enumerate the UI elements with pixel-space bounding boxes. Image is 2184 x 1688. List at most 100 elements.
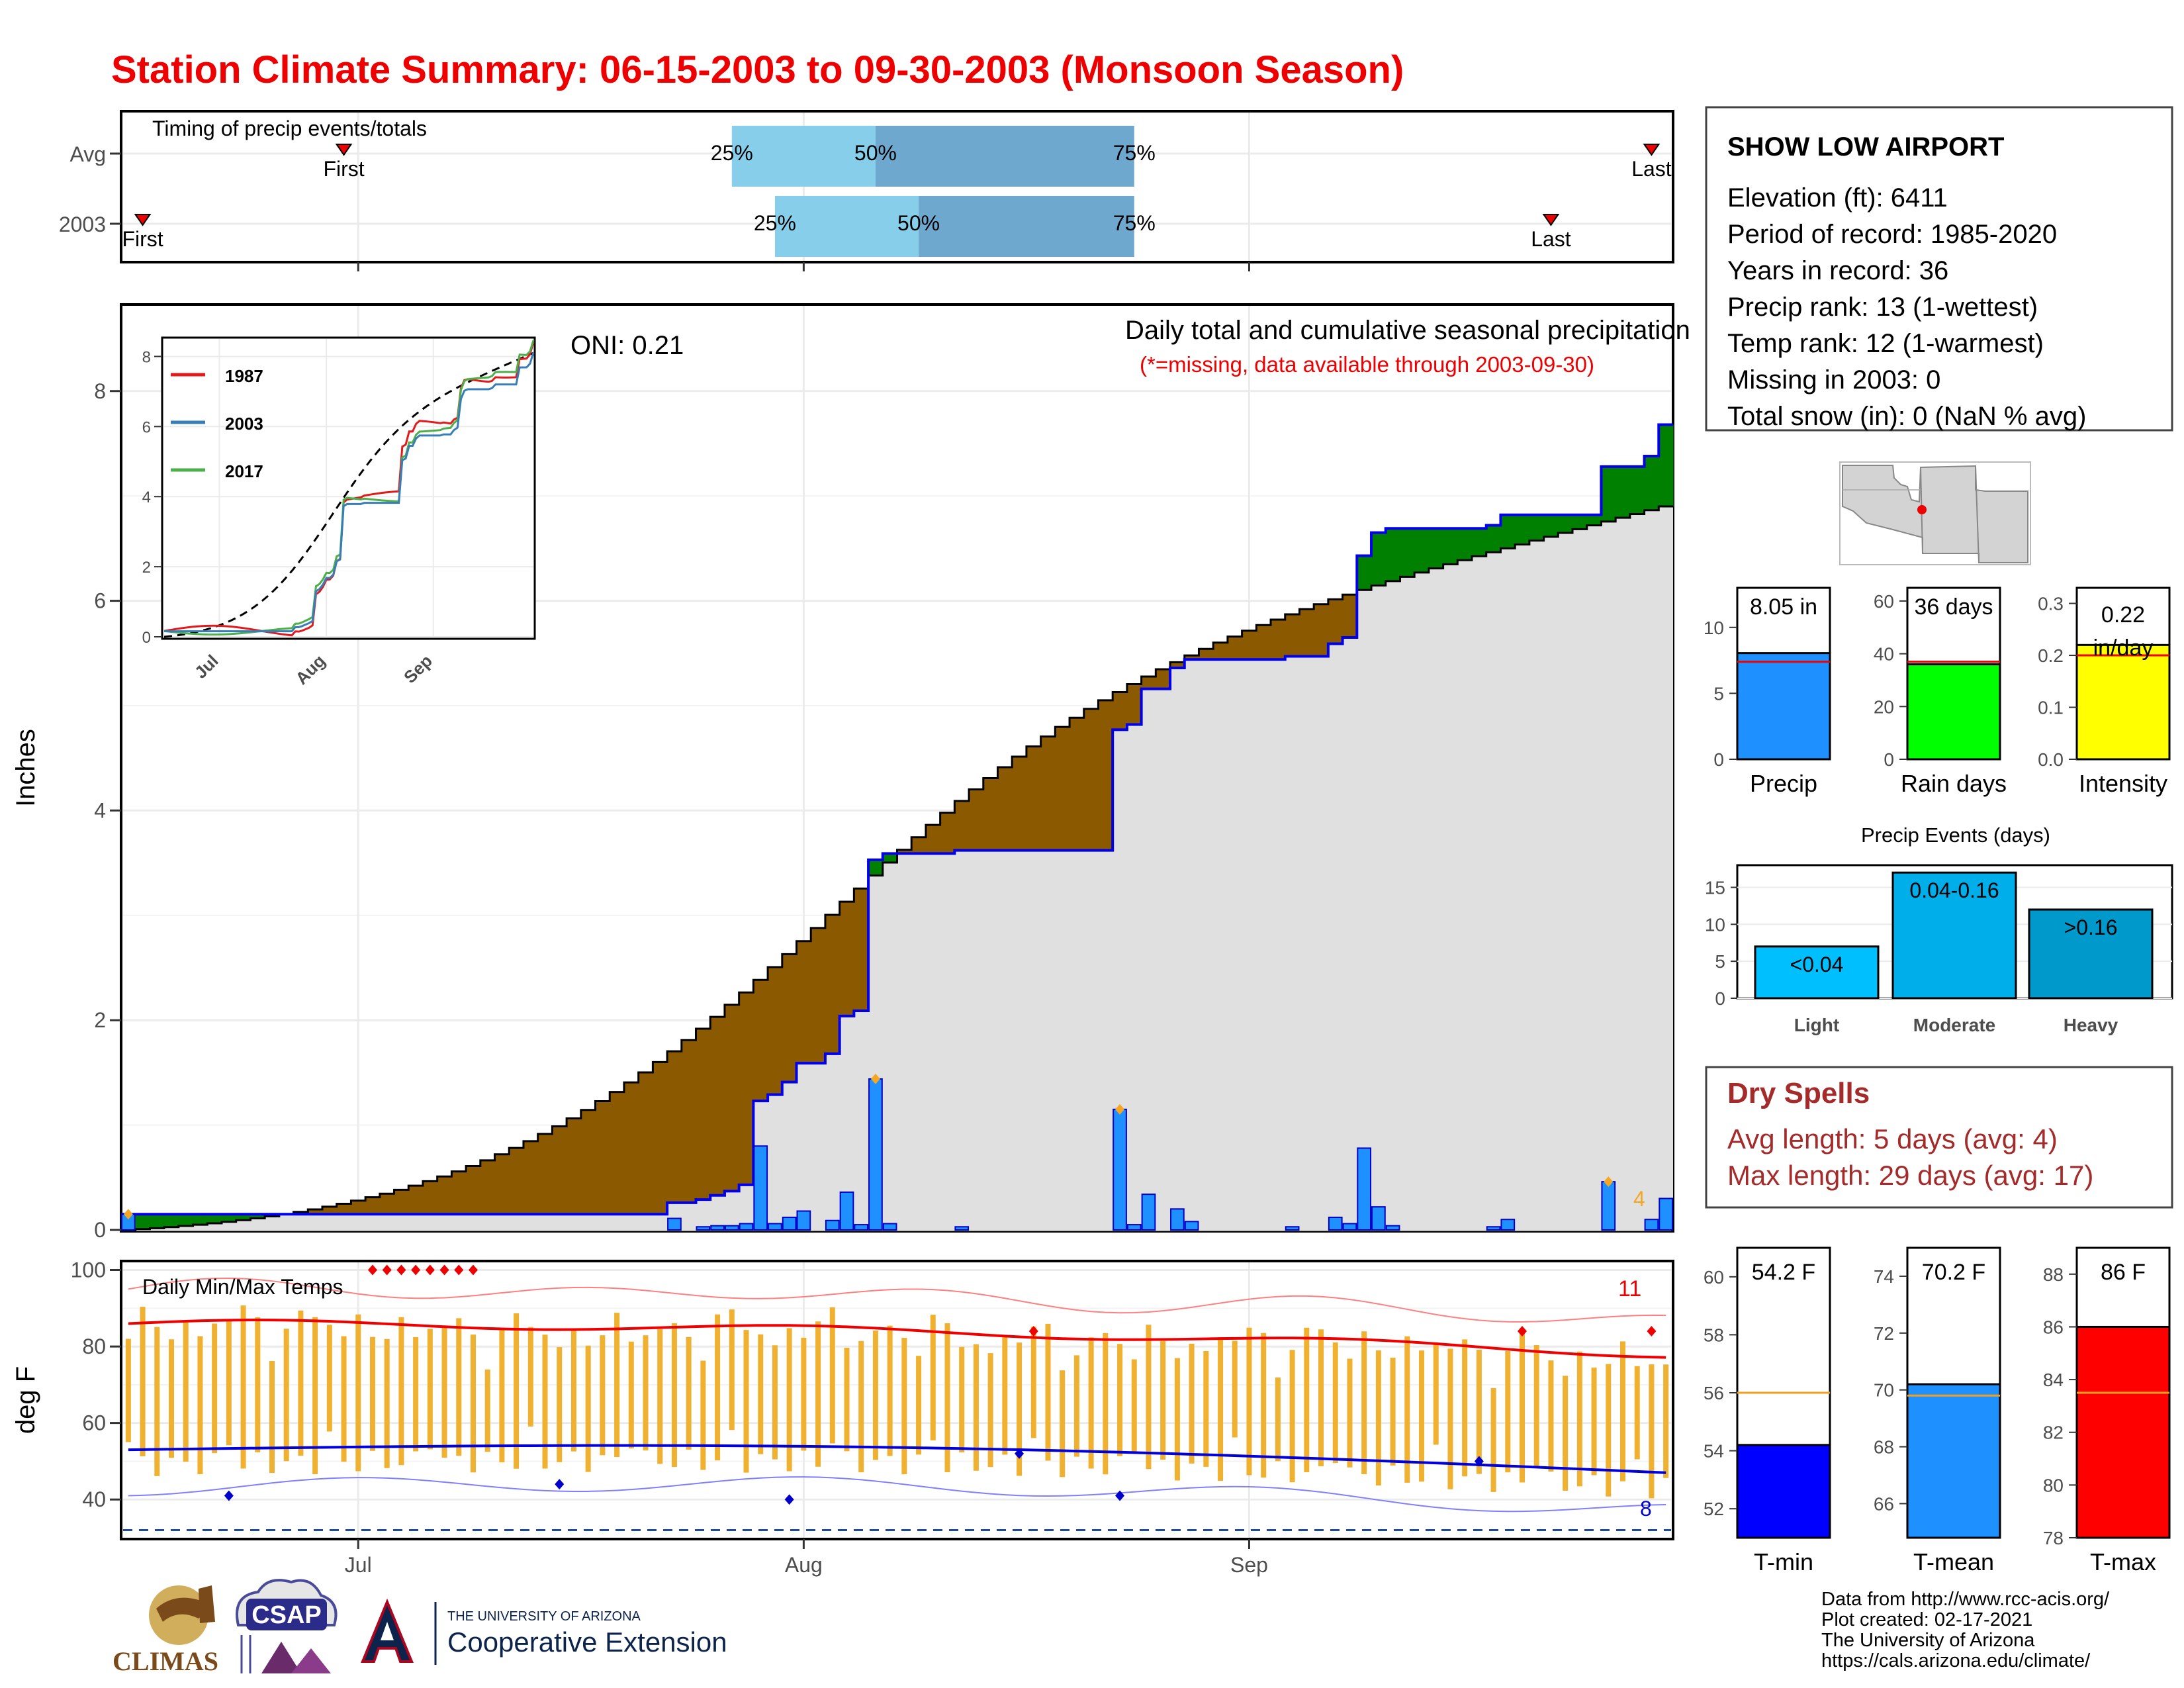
precip-panel: 0 2 4 6 8 Daily total and cumulative seasona…: [11, 303, 1690, 1242]
temp-summary-value-label: 86 F: [2101, 1260, 2146, 1285]
deficit-area: [394, 1190, 409, 1215]
surplus-area: [1400, 528, 1415, 577]
daily-precip-bar: [768, 1223, 782, 1231]
avg-min-temp-line: [128, 1444, 1666, 1474]
deficit-area: [681, 1040, 697, 1203]
daily-precip-bar: [954, 1226, 970, 1231]
inset-series-2003: [164, 352, 535, 633]
events-bar-label: 0.04-0.16: [1909, 878, 1999, 902]
record-precip-marker: [123, 1209, 133, 1220]
month-label: Jul: [345, 1553, 372, 1577]
deficit-area: [854, 888, 869, 1011]
timing-avg-first-marker: [335, 144, 353, 156]
timing-2003-first-marker: [134, 214, 152, 226]
daily-precip-bar: [753, 1145, 768, 1231]
surplus-area: [1644, 456, 1659, 510]
record-low-marker: [1115, 1490, 1125, 1501]
legend-label-1987: 1987: [225, 366, 263, 386]
temp-y-axis-label: deg F: [11, 1366, 40, 1434]
deficit-area: [1242, 630, 1257, 660]
timing-panel: 25% 50% 75% First Last 25% 50% 75% First Last Tim…: [59, 110, 1674, 271]
inset-ytick-label: 2: [142, 559, 151, 577]
climas-logo-text: CLIMAS: [113, 1646, 218, 1676]
surplus-area: [1486, 525, 1502, 553]
timing-2003-pct-label-3: 75%: [1113, 211, 1156, 235]
record-high-marker: [367, 1264, 377, 1276]
deficit-area: [379, 1194, 395, 1215]
deficit-area: [710, 1017, 725, 1196]
events-ytick-label: 15: [1705, 878, 1725, 898]
record-low-line: [128, 1476, 1666, 1513]
surplus-area: [1629, 466, 1645, 514]
surplus-area: [1357, 555, 1372, 590]
timing-avg-pct-label-2: 50%: [854, 141, 897, 165]
surplus-area: [1472, 528, 1487, 557]
deficit-area: [1055, 727, 1070, 851]
deficit-area: [753, 980, 768, 1102]
deficit-area: [537, 1133, 553, 1215]
station-info-line: Precip rank: 13 (1-wettest): [1727, 293, 2038, 322]
record-high-marker: [411, 1264, 421, 1276]
legend-label-2003: 2003: [225, 414, 263, 434]
record-high-marker: [396, 1264, 406, 1276]
timing-2003-first-label: First: [122, 227, 163, 251]
csap-logo-text: CSAP: [251, 1601, 322, 1629]
climas-logo[interactable]: CLIMAS: [113, 1585, 218, 1676]
csap-logo[interactable]: CSAP: [236, 1579, 338, 1673]
inset-ytick-label: 4: [142, 489, 151, 506]
surplus-area: [164, 1214, 179, 1227]
record-high-marker: [1647, 1326, 1657, 1336]
deficit-area: [724, 1004, 740, 1192]
daily-precip-bar: [1170, 1208, 1185, 1231]
deficit-area: [1098, 700, 1113, 851]
summary-ytick-label: 0: [1713, 749, 1724, 770]
deficit-area: [451, 1171, 467, 1215]
temp-summary-ytick-label: 80: [2043, 1475, 2064, 1495]
precip-events-chart: Precip Events (days) 0 5 10 15 <0.04 Light 0.0…: [1705, 823, 2173, 1035]
deficit-area: [1012, 757, 1027, 851]
surplus-area: [1558, 514, 1573, 534]
temp-summary-ytick-label: 74: [1874, 1266, 1894, 1287]
summary-ytick-label: 40: [1874, 644, 1894, 665]
deficit-area: [336, 1203, 352, 1215]
deficit-area: [552, 1126, 567, 1215]
station-info-line: Total snow (in): 0 (NaN % avg): [1727, 402, 2086, 431]
dry-spells-avg: Avg length: 5 days (avg: 4): [1727, 1123, 2058, 1154]
summary-ytick-label: 60: [1874, 591, 1894, 612]
surplus-area: [236, 1214, 251, 1221]
station-info-line: Years in record: 36: [1727, 256, 1948, 285]
record-high-line: [128, 1277, 1666, 1323]
temp-summary-category-label: T-max: [2090, 1548, 2156, 1575]
daily-precip-bar: [1659, 1197, 1674, 1231]
temp-summary-ytick-label: 88: [2043, 1264, 2064, 1285]
deficit-area: [523, 1141, 539, 1215]
temp-summary-ytick-label: 56: [1704, 1383, 1724, 1403]
record-low-marker: [1474, 1456, 1484, 1467]
temp-summary-ytick-label: 70: [1874, 1380, 1894, 1401]
dry-spells-box: Dry Spells Avg length: 5 days (avg: 4) M…: [1705, 1066, 2173, 1209]
deficit-area: [768, 966, 783, 1095]
summary-ytick-label: 20: [1874, 696, 1894, 717]
summary-bar-intensity: [2075, 643, 2171, 761]
deficit-area: [897, 849, 912, 854]
deficit-area: [739, 992, 754, 1185]
state-map: [1839, 461, 2031, 565]
precip-corner-count: 4: [1633, 1187, 1645, 1211]
deficit-area: [1083, 708, 1099, 851]
timing-row-avg: Avg: [69, 142, 106, 166]
precip-ytick-label: 2: [94, 1008, 106, 1032]
deficit-area: [1299, 609, 1314, 657]
temp-summary-ytick-label: 84: [2043, 1370, 2064, 1390]
inset-series-1987: [163, 342, 535, 637]
credit-line-2: Plot created: 02-17-2021: [1821, 1609, 2032, 1630]
ua-logo[interactable]: THE UNIVERSITY OF ARIZONA Cooperative Ex…: [361, 1598, 727, 1665]
deficit-area: [1213, 642, 1228, 660]
precip-ytick-label: 6: [94, 589, 106, 613]
temp-summary-ytick-label: 58: [1704, 1325, 1724, 1345]
station-info-frame: [1705, 106, 2173, 432]
temp-summary-bars: 54.2 F 52 54 56 58 60 T-min 70.2 F 66 68 70 72 74 T-m…: [1704, 1246, 2171, 1575]
deficit-area: [623, 1082, 639, 1215]
summary-value-label: 0.22: [2101, 602, 2145, 628]
credit-line-3: The University of Arizona: [1821, 1630, 2035, 1651]
deficit-area: [1156, 669, 1171, 689]
